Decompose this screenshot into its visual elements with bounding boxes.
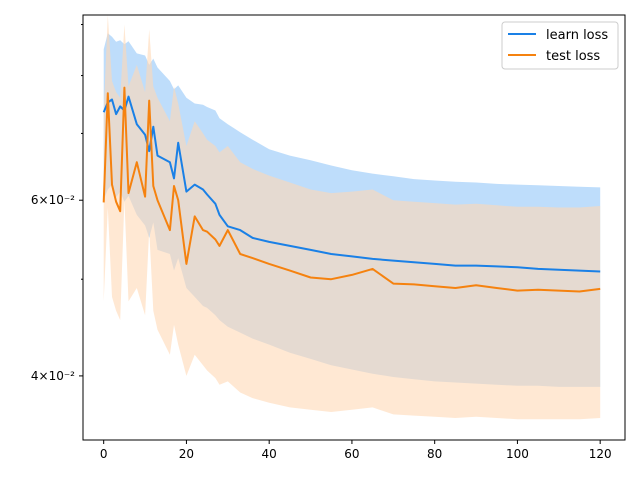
legend-label-test-loss: test loss xyxy=(546,49,600,64)
x-tick-label: 80 xyxy=(427,447,442,461)
x-tick-label: 40 xyxy=(262,447,277,461)
y-tick-label: 4×10⁻² xyxy=(31,369,75,383)
legend-label-learn-loss: learn loss xyxy=(546,28,608,43)
x-tick-label: 20 xyxy=(179,447,194,461)
x-tick-label: 0 xyxy=(100,447,108,461)
series-lines xyxy=(102,86,601,293)
x-axis: 0 20 40 60 80 100 120 xyxy=(100,440,612,461)
plot-frame xyxy=(82,14,626,441)
x-tick-label: 100 xyxy=(506,447,529,461)
x-tick-label: 60 xyxy=(344,447,359,461)
band-test-loss xyxy=(103,15,601,420)
y-tick-label: 6×10⁻² xyxy=(31,193,75,207)
line-test-loss xyxy=(102,86,601,293)
legend: learn loss test loss xyxy=(501,21,619,70)
x-tick-label: 120 xyxy=(589,447,612,461)
confidence-bands xyxy=(103,15,601,420)
y-axis: 4×10⁻² 6×10⁻² xyxy=(31,24,83,383)
line-learn-loss xyxy=(102,95,601,273)
